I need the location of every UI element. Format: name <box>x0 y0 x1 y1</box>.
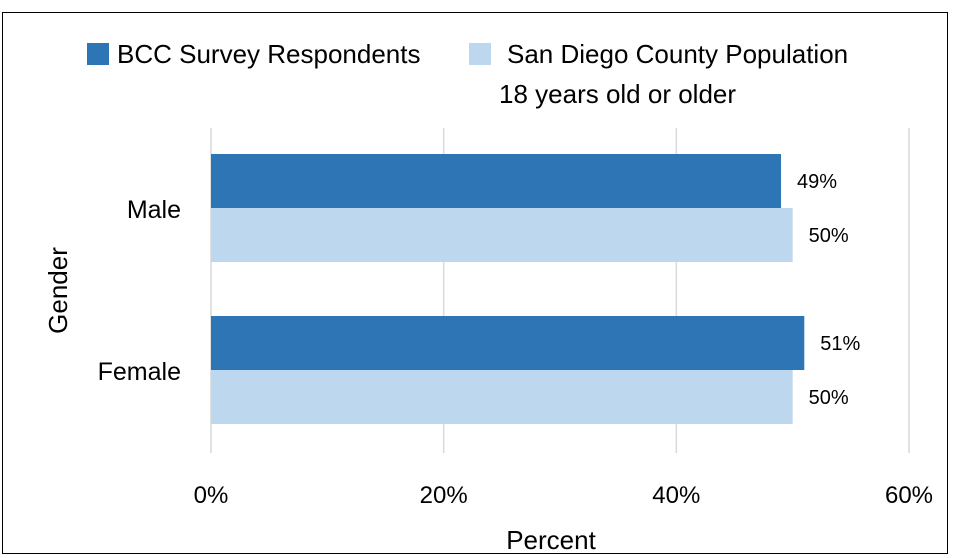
data-labels: 49% 50% 51% 50% <box>797 171 861 409</box>
data-label: 49% <box>797 171 837 193</box>
x-tick-label: 60% <box>885 482 933 509</box>
data-label: 50% <box>809 225 849 247</box>
category-labels: Male Female <box>98 196 181 386</box>
x-axis-title: Percent <box>506 525 596 553</box>
category-label-male: Male <box>127 196 181 224</box>
bar-female-series-1 <box>211 316 805 370</box>
y-axis-title: Gender <box>43 247 73 334</box>
bars <box>211 154 805 424</box>
bar-chart: 49% 50% 51% 50% 0% 20% 40% 60% Male Female BCC … <box>43 39 933 553</box>
category-label-female: Female <box>98 358 181 386</box>
legend-label-series-2: San Diego County Population 18 years old … <box>499 39 848 109</box>
legend-swatch-series-1 <box>87 43 109 65</box>
x-tick-label: 40% <box>652 482 700 509</box>
data-label: 50% <box>809 387 849 409</box>
x-tick-label: 0% <box>194 482 229 509</box>
legend-label-series-1: BCC Survey Respondents <box>117 39 420 69</box>
legend-swatch-series-2 <box>469 43 491 65</box>
chart-frame: 49% 50% 51% 50% 0% 20% 40% 60% Male Female BCC … <box>2 12 948 554</box>
x-tick-labels: 0% 20% 40% 60% <box>194 482 933 509</box>
bar-male-series-2 <box>211 208 793 262</box>
x-tick-label: 20% <box>420 482 468 509</box>
data-label: 51% <box>820 333 860 355</box>
bar-male-series-1 <box>211 154 782 208</box>
bar-female-series-2 <box>211 370 793 424</box>
legend: BCC Survey Respondents San Diego County P… <box>87 39 848 109</box>
